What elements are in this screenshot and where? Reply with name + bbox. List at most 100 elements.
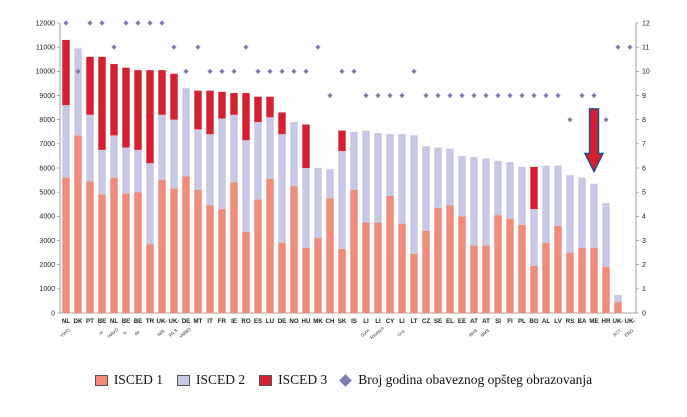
- bar-segment-isced1: [182, 176, 190, 313]
- category-label: FR: [218, 318, 227, 325]
- years-marker: [159, 20, 165, 26]
- legend-swatch-isced1: [94, 374, 108, 386]
- bar-segment-isced1: [242, 232, 250, 313]
- category-label: IE: [231, 318, 237, 325]
- bar-segment-isced2: [206, 134, 214, 206]
- bar-segment-isced2: [374, 132, 382, 223]
- bar-segment-isced1: [74, 135, 82, 313]
- stacked-bar-chart: 0100020003000400050006000700080009000100…: [36, 20, 650, 340]
- bar-segment-isced3: [338, 130, 346, 152]
- bar-segment-isced2: [254, 122, 262, 200]
- bar-segment-isced2: [290, 122, 298, 187]
- bar-segment-isced2: [422, 146, 430, 231]
- right-tick-label: 11: [642, 45, 649, 52]
- years-marker: [327, 92, 333, 99]
- years-marker: [99, 20, 105, 26]
- years-marker: [135, 20, 141, 26]
- category-label: ES: [254, 318, 262, 325]
- years-marker: [255, 68, 261, 74]
- years-marker: [315, 44, 321, 50]
- years-marker: [627, 44, 633, 50]
- bar-segment-isced2: [386, 134, 394, 196]
- bar-segment-isced3: [62, 39, 70, 106]
- years-marker: [123, 20, 129, 26]
- legend: ISCED 1 ISCED 2 ISCED 3 Broj godina obav…: [0, 372, 687, 388]
- years-marker: [183, 68, 189, 74]
- bar-segment-isced1: [266, 178, 274, 313]
- years-marker: [207, 68, 213, 74]
- years-marker: [483, 92, 489, 99]
- bar-segment-isced2: [326, 169, 334, 199]
- bar-segment-isced2: [134, 149, 142, 193]
- years-marker: [195, 44, 201, 50]
- bar-segment-isced1: [338, 248, 346, 313]
- left-tick-label: 5000: [39, 190, 55, 197]
- category-sublabel: nl: [98, 330, 104, 336]
- right-tick-label: 12: [642, 20, 650, 27]
- years-marker: [147, 20, 153, 26]
- bar-segment-isced1: [434, 207, 442, 313]
- right-tick-label: 1: [642, 286, 646, 293]
- legend-label-isced1: ISCED 1: [113, 372, 163, 387]
- category-sublabel: Gra: [396, 328, 405, 337]
- category-label: LT: [410, 318, 417, 325]
- bar-segment-isced2: [458, 155, 466, 217]
- bar-segment-isced2: [74, 48, 82, 136]
- category-label: BE: [98, 318, 107, 325]
- bar-segment-isced1: [146, 244, 154, 313]
- bar-segment-isced1: [374, 222, 382, 313]
- left-tick-label: 0: [51, 310, 55, 317]
- bar-segment-isced1: [350, 189, 358, 313]
- right-tick-label: 9: [642, 93, 646, 100]
- bar-segment-isced1: [158, 180, 166, 313]
- left-tick-label: 10000: [36, 69, 56, 76]
- category-label: FI: [507, 318, 513, 325]
- bar-segment-isced2: [170, 119, 178, 189]
- category-label: LV: [554, 318, 562, 325]
- category-label: AT: [482, 318, 490, 325]
- bar-segment-isced2: [194, 129, 202, 190]
- bar-segment-isced1: [482, 245, 490, 313]
- bar-segment-isced2: [602, 203, 610, 268]
- bar-segment-isced2: [398, 134, 406, 224]
- bar-segment-isced1: [554, 226, 562, 313]
- years-marker: [87, 20, 93, 26]
- bar-segment-isced1: [458, 216, 466, 313]
- category-label: EL: [446, 318, 454, 325]
- category-label: SE: [434, 318, 442, 325]
- category-label: UK-: [625, 318, 636, 325]
- bar-segment-isced3: [194, 90, 202, 130]
- bar-segment-isced1: [518, 224, 526, 313]
- years-marker: [555, 92, 561, 99]
- category-sublabel: VWO: [59, 327, 71, 338]
- bar-segment-isced1: [410, 253, 418, 313]
- category-label: CZ: [422, 318, 430, 325]
- bar-segment-isced3: [146, 70, 154, 164]
- years-marker: [435, 92, 441, 99]
- category-label: HU: [302, 318, 311, 325]
- bar-segment-isced2: [614, 294, 622, 303]
- years-marker: [567, 117, 573, 123]
- category-label: DK: [74, 318, 83, 325]
- bar-segment-isced3: [110, 64, 118, 136]
- years-marker: [495, 92, 501, 99]
- bar-segment-isced3: [170, 73, 178, 120]
- bar-segment-isced1: [62, 177, 70, 313]
- bar-segment-isced1: [98, 194, 106, 313]
- category-label: BA: [578, 318, 587, 325]
- diamond-icon: [339, 373, 353, 387]
- bar-segment-isced3: [218, 91, 226, 119]
- bar-segment-isced2: [230, 114, 238, 183]
- bar-segment-isced2: [482, 158, 490, 246]
- bar-segment-isced1: [206, 205, 214, 313]
- years-marker: [171, 44, 177, 50]
- bar-segment-isced1: [218, 209, 226, 313]
- years-marker: [375, 92, 381, 99]
- bar-segment-isced1: [398, 223, 406, 313]
- left-tick-label: 2000: [39, 262, 55, 269]
- bar-segment-isced3: [122, 67, 130, 148]
- right-tick-label: 4: [642, 214, 646, 221]
- years-marker: [411, 68, 417, 74]
- legend-swatch-isced3: [259, 374, 273, 386]
- category-label: LI: [363, 318, 369, 325]
